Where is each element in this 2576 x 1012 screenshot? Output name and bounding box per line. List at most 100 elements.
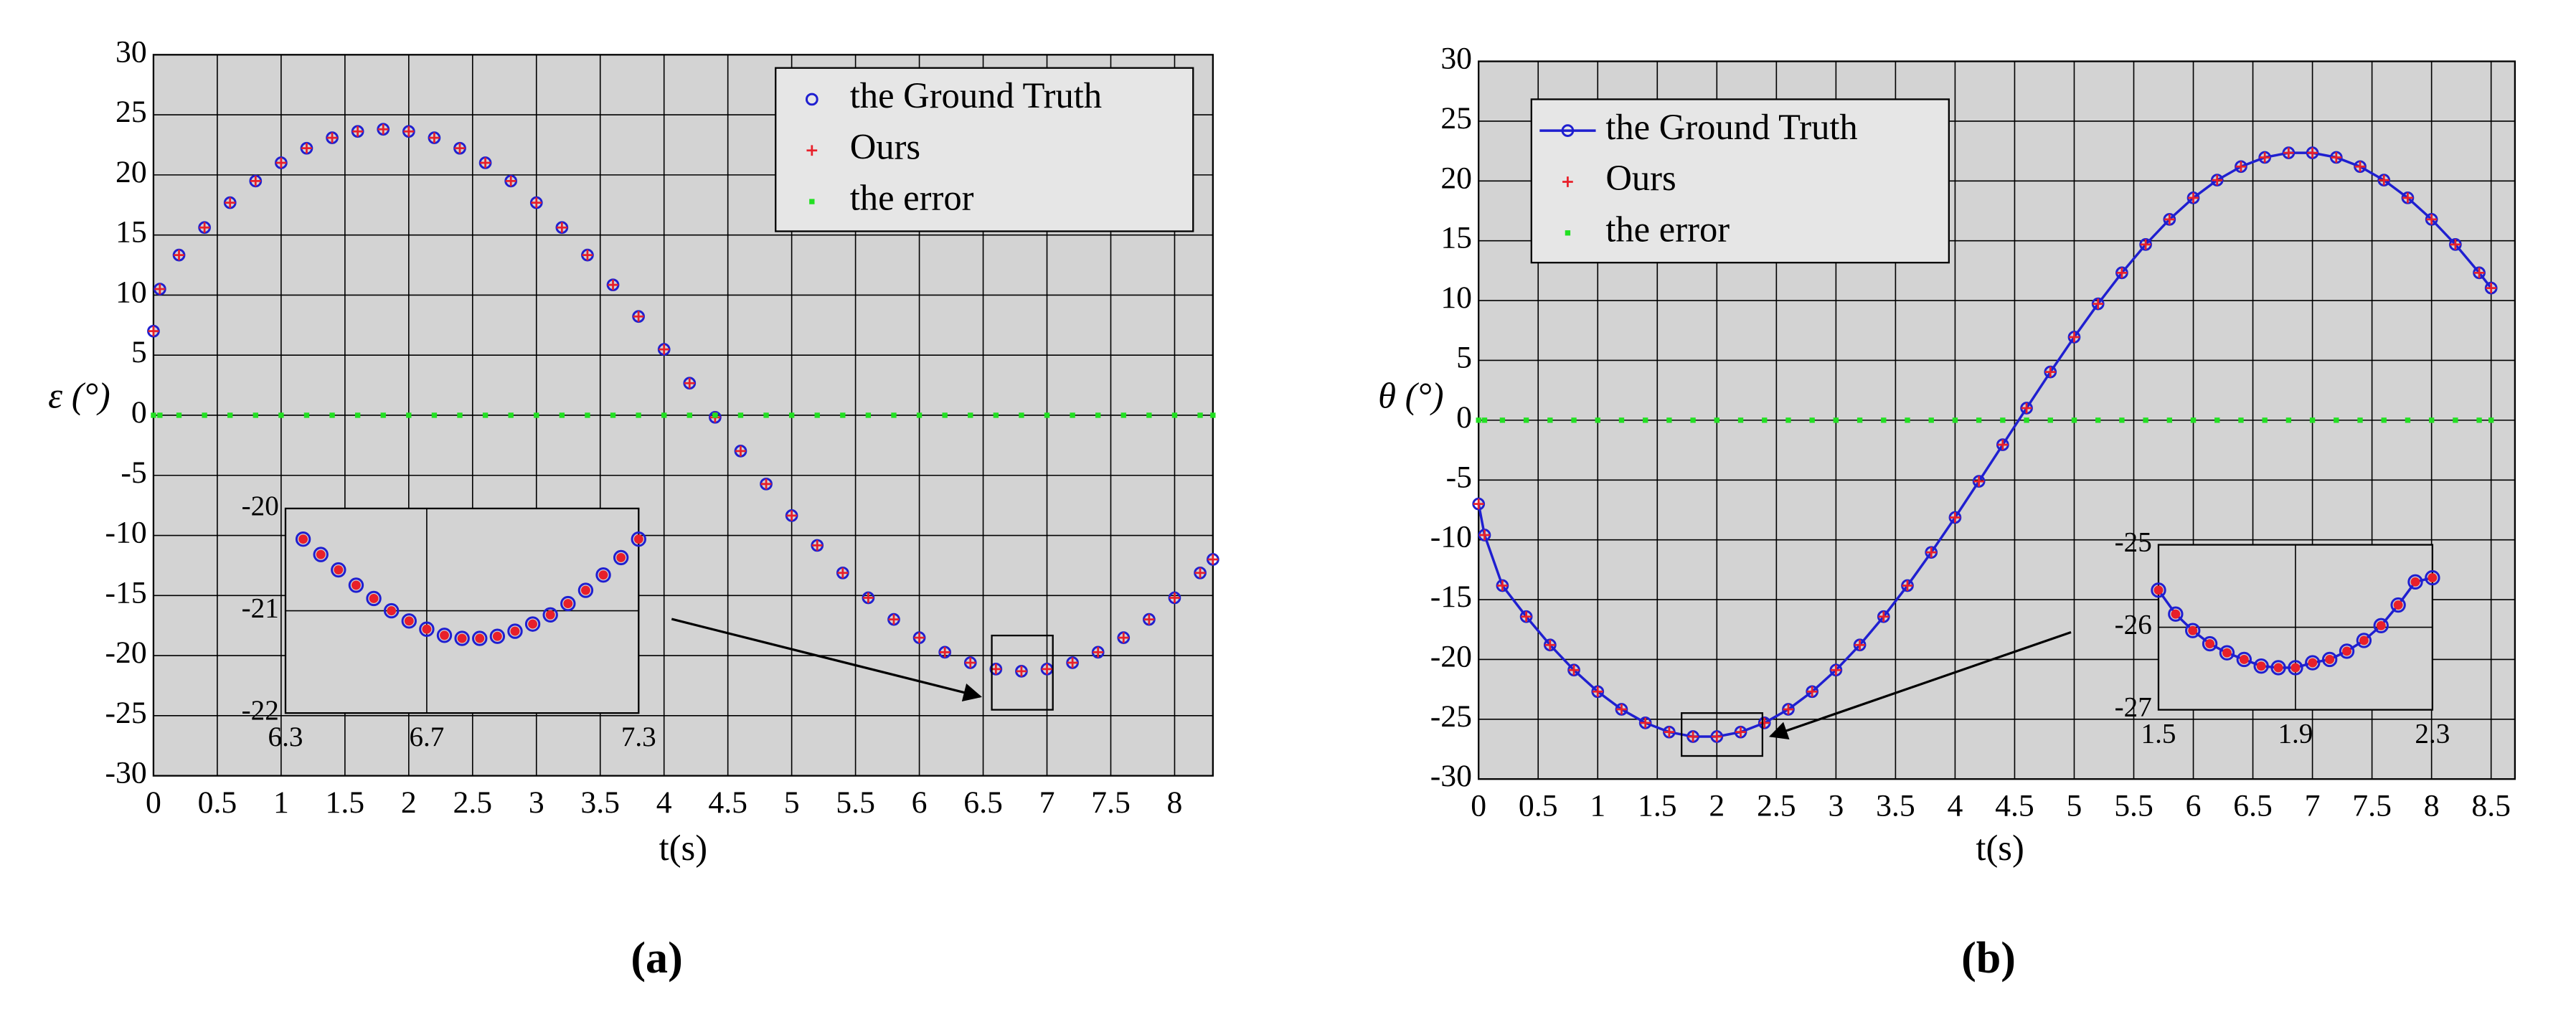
marker — [2222, 648, 2232, 658]
marker — [2283, 147, 2294, 159]
marker — [1070, 412, 1075, 418]
marker — [610, 412, 616, 418]
marker — [2378, 174, 2389, 186]
marker — [1809, 417, 1815, 423]
marker — [737, 412, 744, 418]
marker — [2402, 192, 2413, 204]
y-tick-label: -30 — [1430, 759, 1472, 793]
marker — [1497, 580, 1508, 591]
marker — [431, 412, 438, 418]
marker — [2476, 417, 2482, 423]
marker — [1616, 704, 1627, 715]
y-tick-label: -15 — [1430, 580, 1472, 614]
marker — [329, 412, 335, 418]
marker — [2069, 331, 2080, 343]
x-tick-label: 8 — [1167, 785, 1183, 820]
legend-label: Ours — [850, 126, 920, 166]
marker — [1143, 614, 1155, 625]
marker — [914, 632, 925, 643]
y-tick-label: -25 — [2115, 527, 2152, 558]
marker — [1171, 412, 1178, 418]
marker — [2143, 417, 2148, 423]
x-tick-label: 6.7 — [409, 722, 444, 752]
marker — [1544, 639, 1556, 651]
marker — [1595, 417, 1600, 423]
x-tick-label: 2.5 — [453, 785, 492, 820]
marker — [659, 344, 670, 355]
x-tick-label: 3 — [1828, 789, 1844, 823]
marker — [2354, 161, 2366, 172]
marker — [1664, 727, 1675, 738]
marker — [401, 613, 417, 629]
marker — [1642, 417, 1648, 423]
y-axis-label: ε (°) — [48, 376, 110, 416]
marker — [422, 624, 432, 634]
marker — [1833, 417, 1839, 423]
marker — [154, 283, 166, 295]
marker — [2188, 192, 2199, 204]
marker — [2356, 633, 2372, 648]
y-tick-label: 30 — [115, 34, 147, 69]
x-tick-label: 0.5 — [198, 785, 237, 820]
marker — [1737, 417, 1744, 423]
marker — [2339, 643, 2355, 659]
marker — [595, 567, 611, 583]
x-tick-label: 4.5 — [708, 785, 747, 820]
zoom-box — [1681, 712, 1764, 757]
legend-label: the error — [1605, 209, 1730, 249]
x-tick-label: 5.5 — [2114, 789, 2153, 823]
x-tick-label: 7.5 — [1091, 785, 1131, 820]
x-tick-label: 7.5 — [2352, 789, 2392, 823]
marker — [404, 616, 414, 626]
marker — [563, 599, 573, 609]
marker — [1197, 412, 1203, 418]
x-tick-label: 4 — [656, 785, 672, 820]
marker — [916, 412, 923, 418]
x-axis-label: t(s) — [659, 828, 707, 868]
plots: 0 0.5 1 1.5 2 2.5 3 3.5 4 4.5 5 5.5 6 6.5 7 7.5 8 -30 -25 -… — [105, 34, 2516, 823]
marker — [303, 412, 310, 418]
marker — [1952, 417, 1958, 423]
marker — [440, 630, 449, 640]
marker — [2214, 417, 2220, 423]
marker — [1547, 417, 1553, 423]
marker — [2376, 620, 2386, 630]
marker — [814, 412, 820, 418]
x-tick-label: 0.5 — [1519, 789, 1558, 823]
marker — [585, 412, 590, 418]
marker — [354, 412, 361, 418]
y-tick-label: -10 — [1430, 520, 1472, 554]
marker — [786, 510, 797, 521]
marker — [2140, 239, 2151, 250]
marker — [1902, 580, 1913, 591]
plot-border — [284, 507, 640, 714]
marker — [684, 377, 695, 389]
marker — [805, 93, 818, 106]
marker — [524, 616, 541, 632]
x-tick-label: 4.5 — [1995, 789, 2034, 823]
marker — [2308, 658, 2318, 668]
y-tick-label: 30 — [1440, 42, 1472, 76]
marker — [2357, 417, 2363, 423]
marker — [1194, 567, 1206, 579]
marker — [712, 412, 718, 418]
marker — [2253, 658, 2269, 674]
marker — [528, 619, 538, 629]
marker — [454, 143, 466, 154]
marker — [2093, 298, 2104, 309]
marker — [865, 412, 872, 418]
marker — [2331, 152, 2342, 163]
marker — [531, 197, 542, 208]
marker — [2238, 417, 2244, 423]
marker — [993, 412, 999, 418]
marker — [763, 412, 769, 418]
x-tick-label: 3.5 — [1876, 789, 1915, 823]
marker — [2425, 569, 2440, 586]
marker — [2235, 161, 2247, 172]
marker — [735, 445, 746, 457]
marker — [2453, 417, 2458, 423]
marker — [2270, 660, 2286, 676]
marker — [1169, 592, 1180, 603]
marker — [577, 582, 594, 598]
marker — [556, 222, 567, 233]
